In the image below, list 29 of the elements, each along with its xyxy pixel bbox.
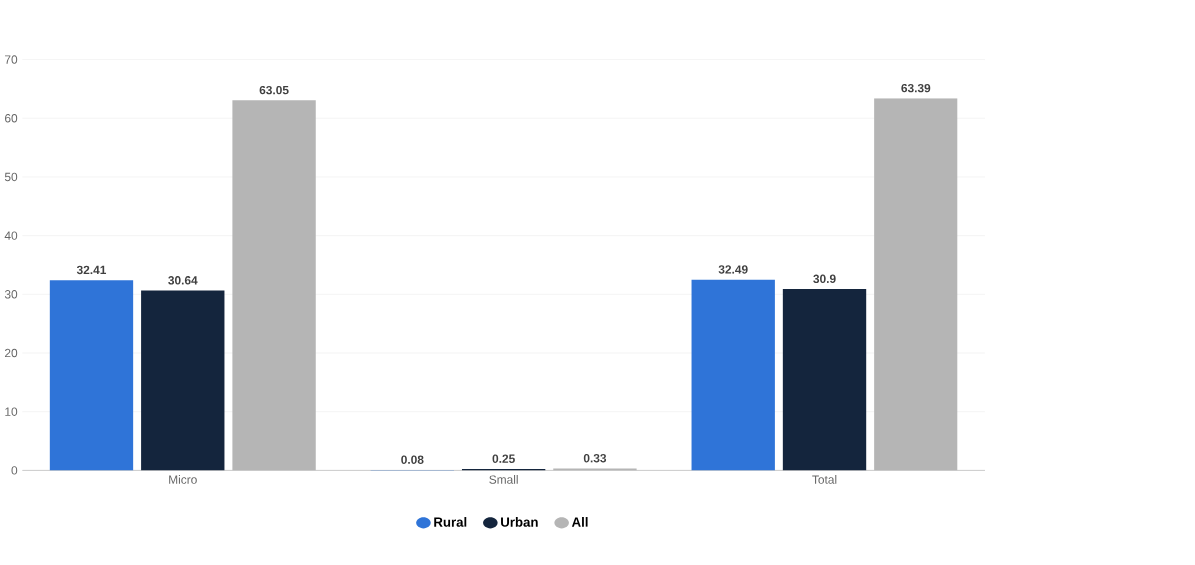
x-tick-label: Small (489, 475, 518, 484)
data-label: 32.41 (76, 265, 107, 275)
y-tick-label: 10 (5, 407, 18, 417)
y-tick-label: 20 (5, 348, 18, 358)
bar (874, 98, 958, 471)
data-label: 30.9 (813, 274, 836, 284)
legend-label: Rural (434, 517, 467, 527)
y-tick-label: 30 (4, 290, 18, 299)
y-tick-label: 40 (4, 231, 18, 241)
y-tick-label: 0 (11, 466, 18, 475)
x-tick-label: Micro (169, 475, 197, 484)
data-label: 0.33 (583, 454, 607, 463)
data-label: 0.25 (492, 454, 515, 464)
y-tick-label: 50 (4, 172, 18, 182)
bar (232, 100, 316, 471)
bar (49, 280, 134, 471)
x-tick-label: Total (812, 475, 837, 484)
bar (691, 279, 775, 471)
data-label: 63.05 (259, 86, 289, 95)
legend-label: Urban (501, 517, 538, 527)
data-label: 63.39 (901, 84, 931, 93)
legend-label: All (571, 517, 588, 527)
bar (782, 289, 867, 471)
y-tick-label: 70 (5, 55, 18, 64)
y-tick-label: 60 (5, 114, 18, 123)
data-label: 30.64 (168, 276, 198, 285)
bar (141, 290, 225, 471)
data-label: 0.08 (401, 455, 424, 465)
data-label: 32.49 (718, 265, 748, 274)
